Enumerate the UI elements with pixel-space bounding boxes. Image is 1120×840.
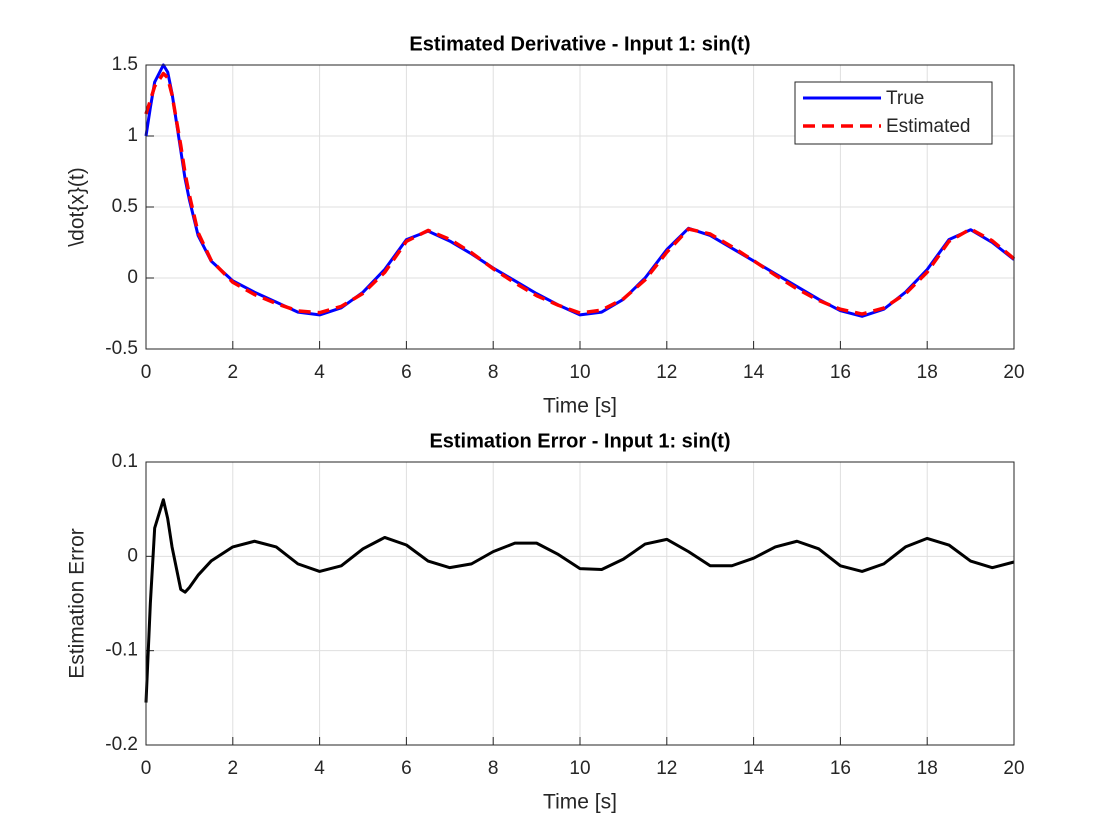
y-tick-label: 0.1 xyxy=(112,451,138,472)
x-tick-label: 16 xyxy=(830,758,851,779)
y-tick-label: 0 xyxy=(127,267,138,288)
chart-title: Estimated Derivative - Input 1: sin(t) xyxy=(409,33,750,55)
y-axis-label: Estimation Error xyxy=(66,528,89,679)
x-tick-label: 2 xyxy=(228,758,239,779)
x-tick-label: 12 xyxy=(656,362,677,383)
x-tick-label: 2 xyxy=(228,362,239,383)
data-line xyxy=(144,71,1016,316)
y-tick-label: 1.5 xyxy=(112,54,138,75)
x-axis-label: Time [s] xyxy=(543,791,617,814)
x-tick-label: 10 xyxy=(569,758,590,779)
x-tick-label: 6 xyxy=(401,758,412,779)
axes-box xyxy=(145,461,1015,746)
legend: True Estimated xyxy=(794,81,993,145)
y-tick-label: 1 xyxy=(127,125,138,146)
data-line xyxy=(144,498,1015,703)
x-tick-label: 18 xyxy=(917,362,938,383)
x-tick-label: 16 xyxy=(830,362,851,383)
x-tick-label: 14 xyxy=(743,758,765,779)
x-tick-label: 6 xyxy=(401,362,412,383)
x-tick-label: 10 xyxy=(569,362,590,383)
y-axis-label: \dot{x}(t) xyxy=(66,167,89,246)
x-tick-label: 14 xyxy=(743,362,765,383)
x-tick-label: 8 xyxy=(488,758,499,779)
y-tick-label: 0.5 xyxy=(112,196,138,217)
x-tick-label: 18 xyxy=(917,758,938,779)
y-tick-label: 0 xyxy=(127,545,138,566)
axes-box xyxy=(145,64,1015,350)
legend-label: True xyxy=(886,88,924,109)
legend-box xyxy=(794,81,993,145)
x-tick-label: 20 xyxy=(1003,362,1024,383)
x-tick-label: 4 xyxy=(314,362,325,383)
x-tick-label: 0 xyxy=(141,758,152,779)
x-tick-label: 0 xyxy=(141,362,152,383)
x-tick-label: 8 xyxy=(488,362,499,383)
x-axis-label: Time [s] xyxy=(543,395,617,418)
y-tick-label: -0.2 xyxy=(105,734,138,755)
x-tick-label: 12 xyxy=(656,758,677,779)
x-tick-label: 4 xyxy=(314,758,325,779)
legend-label: Estimated xyxy=(886,116,970,137)
y-tick-label: -0.1 xyxy=(105,640,138,661)
chart-title: Estimation Error - Input 1: sin(t) xyxy=(429,430,730,452)
x-tick-label: 20 xyxy=(1003,758,1024,779)
y-tick-label: -0.5 xyxy=(105,338,138,359)
